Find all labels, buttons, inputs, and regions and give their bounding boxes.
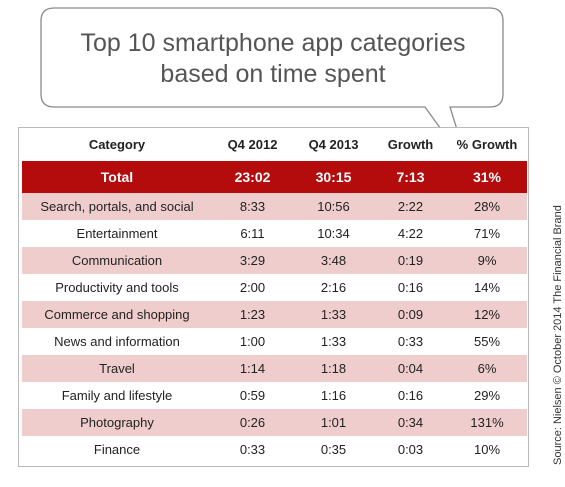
cell-pct-growth: 29% <box>473 388 501 403</box>
chart-title: Top 10 smartphone app categories based o… <box>50 28 496 90</box>
data-table-container: Category Q4 2012 Q4 2013 Growth % Growth… <box>18 127 529 467</box>
cell-category: Photography <box>22 409 212 436</box>
cell-q4-2012: 0:33 <box>239 442 266 457</box>
header-q4-2012: Q4 2012 <box>227 137 278 152</box>
table-row: Photography 0:26 1:01 0:34 131% <box>22 409 527 436</box>
cell-pct-growth: 131% <box>447 409 527 436</box>
cell-growth: 0:16 <box>397 280 424 295</box>
cell-growth: 0:34 <box>374 409 447 436</box>
cell-category: Finance <box>93 442 141 457</box>
cell-pct-growth: 71% <box>473 226 501 241</box>
cell-q4-2013: 1:16 <box>320 388 347 403</box>
cell-category: Entertainment <box>76 226 158 241</box>
total-q4-2013: 30:15 <box>293 161 374 193</box>
cell-pct-growth: 55% <box>473 334 501 349</box>
cell-q4-2013: 1:18 <box>293 355 374 382</box>
cell-q4-2012: 1:23 <box>212 301 293 328</box>
header-row: Category Q4 2012 Q4 2013 Growth % Growth <box>22 128 527 161</box>
total-growth: 7:13 <box>374 161 447 193</box>
cell-growth: 2:22 <box>374 193 447 220</box>
cell-pct-growth: 9% <box>447 247 527 274</box>
cell-q4-2013: 1:33 <box>293 301 374 328</box>
cell-growth: 0:16 <box>397 388 424 403</box>
table-row: News and information 1:00 1:33 0:33 55% <box>22 328 527 355</box>
cell-q4-2013: 1:33 <box>320 334 347 349</box>
cell-growth: 0:19 <box>374 247 447 274</box>
header-growth: Growth <box>387 137 434 152</box>
total-pct-growth: 31% <box>447 161 527 193</box>
table-row: Commerce and shopping 1:23 1:33 0:09 12% <box>22 301 527 328</box>
cell-q4-2013: 1:01 <box>293 409 374 436</box>
table-row: Finance 0:33 0:35 0:03 10% <box>22 436 527 463</box>
table-row: Family and lifestyle 0:59 1:16 0:16 29% <box>22 382 527 409</box>
total-q4-2012: 23:02 <box>212 161 293 193</box>
cell-q4-2012: 2:00 <box>239 280 266 295</box>
cell-q4-2012: 3:29 <box>212 247 293 274</box>
cell-pct-growth: 10% <box>473 442 501 457</box>
cell-growth: 0:04 <box>374 355 447 382</box>
cell-growth: 0:09 <box>374 301 447 328</box>
cell-q4-2012: 0:59 <box>239 388 266 403</box>
total-category: Total <box>22 161 212 193</box>
data-table: Category Q4 2012 Q4 2013 Growth % Growth… <box>22 128 527 463</box>
cell-category: News and information <box>54 334 180 349</box>
table-row: Communication 3:29 3:48 0:19 9% <box>22 247 527 274</box>
cell-q4-2013: 2:16 <box>320 280 347 295</box>
table-row: Travel 1:14 1:18 0:04 6% <box>22 355 527 382</box>
cell-q4-2012: 1:14 <box>212 355 293 382</box>
cell-pct-growth: 6% <box>447 355 527 382</box>
table-row: Search, portals, and social 8:33 10:56 2:22… <box>22 193 527 220</box>
cell-q4-2012: 0:26 <box>212 409 293 436</box>
cell-q4-2013: 0:35 <box>320 442 347 457</box>
cell-category: Productivity and tools <box>55 280 179 295</box>
header-pct-growth: % Growth <box>456 137 518 152</box>
title-line-2: based on time spent <box>160 60 386 88</box>
cell-q4-2012: 6:11 <box>240 226 265 241</box>
cell-q4-2013: 10:56 <box>293 193 374 220</box>
table-row: Productivity and tools 2:00 2:16 0:16 14% <box>22 274 527 301</box>
cell-q4-2012: 8:33 <box>212 193 293 220</box>
header-category: Category <box>88 137 146 152</box>
header-q4-2013: Q4 2013 <box>308 137 359 152</box>
cell-category: Commerce and shopping <box>22 301 212 328</box>
cell-pct-growth: 14% <box>473 280 501 295</box>
table-row: Entertainment 6:11 10:34 4:22 71% <box>22 220 527 247</box>
cell-growth: 0:03 <box>397 442 424 457</box>
cell-category: Family and lifestyle <box>61 388 173 403</box>
cell-q4-2013: 3:48 <box>293 247 374 274</box>
cell-category: Communication <box>22 247 212 274</box>
cell-q4-2012: 1:00 <box>239 334 266 349</box>
source-credit: Source: Nielsen © October 2014 The Finan… <box>552 205 564 465</box>
total-row: Total 23:02 30:15 7:13 31% <box>22 161 527 193</box>
cell-growth: 4:22 <box>397 226 424 241</box>
cell-category: Search, portals, and social <box>22 193 212 220</box>
cell-pct-growth: 12% <box>447 301 527 328</box>
cell-pct-growth: 28% <box>447 193 527 220</box>
cell-growth: 0:33 <box>397 334 424 349</box>
title-line-1: Top 10 smartphone app categories <box>80 29 466 57</box>
cell-q4-2013: 10:34 <box>317 226 350 241</box>
cell-category: Travel <box>22 355 212 382</box>
